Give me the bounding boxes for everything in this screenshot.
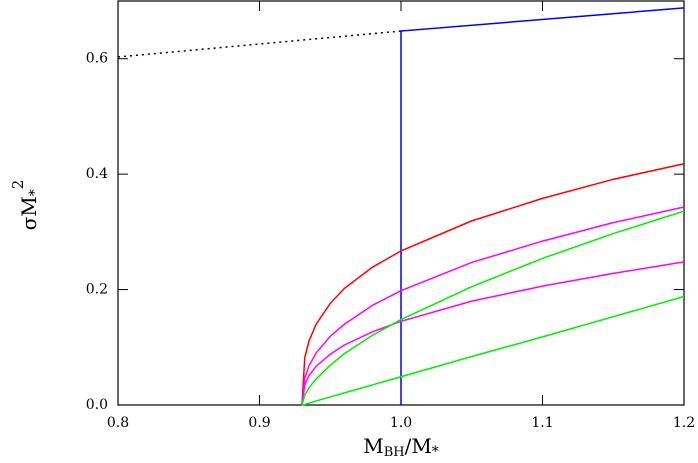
series-line (301, 295, 685, 406)
y-label-part: * (27, 189, 43, 196)
x-tick-label: 1.2 (673, 415, 695, 431)
series-line (301, 210, 685, 406)
series-line (301, 206, 685, 406)
series-line (117, 30, 402, 58)
x-tick-label: 0.9 (248, 415, 270, 431)
x-label-part: M (363, 434, 383, 458)
x-tick-label: 1.0 (390, 415, 412, 431)
y-tick-label: 0.6 (86, 51, 108, 67)
y-tick-label: 0.2 (86, 282, 108, 298)
y-tick-label: 0.0 (86, 397, 108, 413)
x-label-part: * (432, 444, 439, 460)
x-tick-label: 1.1 (531, 415, 553, 431)
x-axis-label: MBH/M* (363, 434, 439, 461)
series-line (301, 261, 685, 406)
x-tick-label: 0.8 (107, 415, 129, 431)
y-label-part: 2 (9, 180, 27, 190)
x-label-part: /M (405, 434, 432, 458)
series-line (400, 7, 685, 405)
y-axis-label: σM*2 (9, 180, 43, 231)
series-line (301, 163, 685, 406)
y-tick-label: 0.4 (86, 166, 108, 182)
y-label-part: σM (17, 196, 41, 230)
x-label-part: BH (384, 445, 405, 460)
